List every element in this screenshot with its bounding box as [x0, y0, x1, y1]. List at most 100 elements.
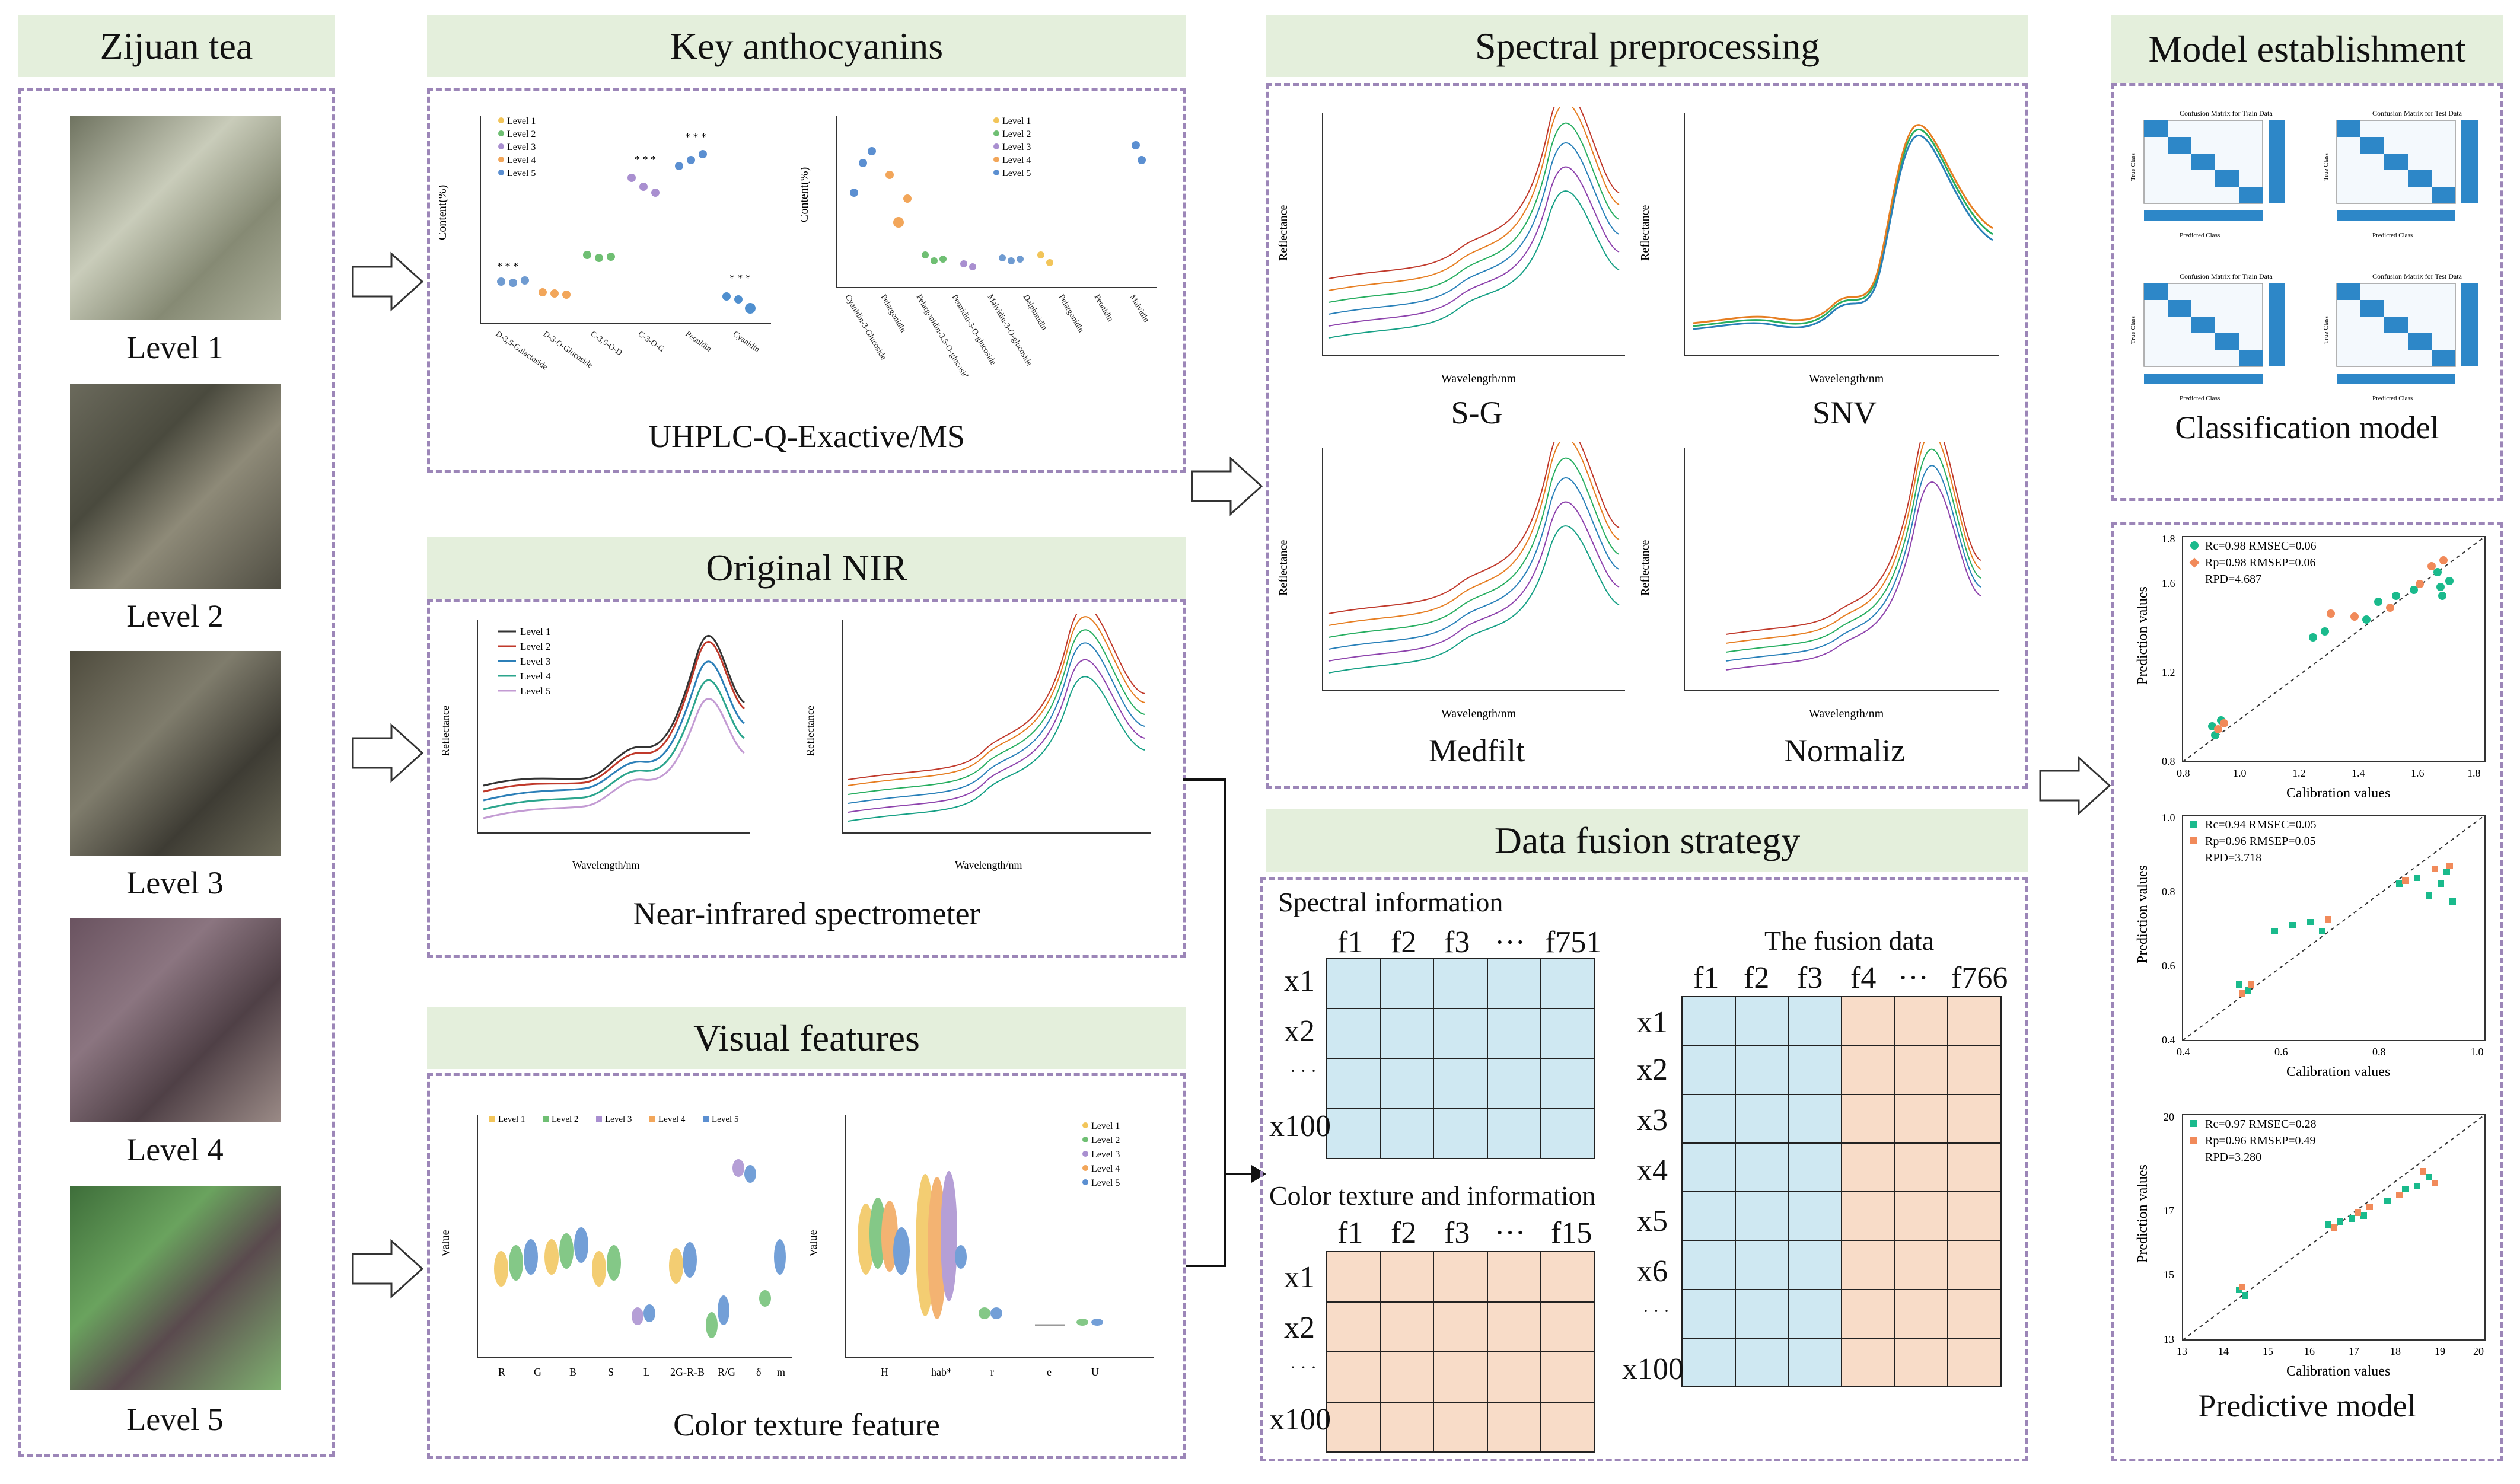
cat-r7: Peonidin: [1092, 293, 1115, 324]
fusion-col-ellipsis: ···: [1898, 961, 1929, 995]
fusion-row-x4: x4: [1637, 1154, 1668, 1188]
preproc-medfilt-chart: Reflectance Wavelength/nm: [1277, 442, 1625, 720]
sig-4: * * *: [729, 272, 751, 284]
color-info-label: Color texture and information: [1269, 1180, 1596, 1211]
zijuan-panel: [18, 88, 335, 1457]
level-3-label: Level 3: [126, 865, 224, 901]
nir-ylabel: Reflectance: [442, 706, 451, 756]
color-col-f2: f2: [1391, 1216, 1417, 1250]
s3-yt4: 17: [2164, 1205, 2174, 1217]
spectral-row-x100: x100: [1269, 1109, 1331, 1143]
connector-to-fusion: [1183, 778, 1266, 1267]
nir-legend: Level 1 Level 2 Level 3 Level 4 Level 5: [498, 626, 551, 697]
s2-xt1: 0.6: [2274, 1046, 2288, 1058]
header-visual: Visual features: [427, 1007, 1186, 1069]
cat-l0: D-3,5-Galactoside: [494, 330, 549, 372]
vcat-l2: B: [569, 1366, 576, 1378]
scatter2-ylabel: Prediction values: [2135, 865, 2151, 963]
header-nir: Original NIR: [427, 537, 1186, 599]
cat-r8: Malvidin: [1128, 293, 1151, 324]
fusion-row-x2: x2: [1637, 1053, 1668, 1087]
s3-yt2: 15: [2164, 1269, 2174, 1281]
s3-xt2: 15: [2263, 1345, 2273, 1357]
anthocyanin-chart-right: Content(%) Cyanidin-3-Glucoside Pelargon…: [801, 116, 1157, 376]
header-fusion: Data fusion strategy: [1266, 809, 2028, 872]
scatter2-rp: Rp=0.96 RMSEP=0.05: [2205, 835, 2315, 848]
svg-text:Confusion Matrix for Test Data: Confusion Matrix for Test Data: [2372, 272, 2462, 280]
header-model: Model establishment: [2111, 15, 2503, 83]
scatter1-xlabel: Calibration values: [2286, 786, 2390, 801]
cat-r1: Pelargonidin: [879, 293, 908, 334]
fusion-data-label: The fusion data: [1764, 925, 1935, 956]
svg-text:Level 4: Level 4: [1091, 1164, 1120, 1174]
normaliz-xlabel: Wavelength/nm: [1809, 707, 1884, 720]
spectral-col-f751: f751: [1545, 925, 1602, 959]
color-row-x100: x100: [1269, 1403, 1331, 1437]
visual-ylabel: Value: [442, 1230, 452, 1257]
color-col-f15: f15: [1551, 1216, 1592, 1250]
snv-ylabel: Reflectance: [1639, 205, 1652, 261]
preproc-label-medfilt: Medfilt: [1429, 733, 1525, 768]
s1-xt2: 1.0: [2233, 767, 2247, 779]
caption-color-texture: Color texture feature: [673, 1407, 940, 1442]
svg-text:Level 4: Level 4: [520, 671, 551, 682]
svg-text:Predicted Class: Predicted Class: [2180, 395, 2220, 402]
svg-text:Confusion Matrix for Train Dat: Confusion Matrix for Train Data: [2180, 272, 2273, 280]
svg-text:Level 2: Level 2: [520, 641, 550, 652]
fusion-panel: [1260, 877, 2028, 1461]
svg-text:True Class: True Class: [2323, 316, 2330, 344]
spectral-row-x1: x1: [1284, 964, 1315, 998]
scatter2-rpd: RPD=3.718: [2205, 851, 2261, 864]
scatter3-rp: Rp=0.96 RMSEP=0.49: [2205, 1134, 2315, 1147]
spectral-matrix: [1326, 958, 1595, 1159]
svg-text:Level 3: Level 3: [520, 656, 550, 667]
header-spectral: Spectral preprocessing: [1266, 15, 2028, 77]
header-anthocyanins: Key anthocyanins: [427, 15, 1186, 77]
cm-train-1: Confusion Matrix for Train Data Predicte…: [2130, 109, 2285, 239]
cm-train-2: Confusion Matrix for Train Data Predicte…: [2130, 272, 2285, 402]
svg-text:Predicted Class: Predicted Class: [2180, 232, 2220, 239]
anthocyanin-legend-left: Level 1 Level 2 Level 3 Level 4 Level 5: [498, 116, 536, 178]
arrow-to-nir: [352, 723, 424, 783]
color-col-headers: f1 f2 f3 ··· f15: [1323, 1215, 1595, 1251]
spectral-info-label: Spectral information: [1278, 887, 1503, 917]
fusion-col-headers: f1 f2 f3 f4 ··· f766: [1678, 960, 2011, 996]
header-zijuan: Zijuan tea: [18, 15, 335, 77]
scatter3-xlabel: Calibration values: [2286, 1364, 2390, 1379]
sig-3: * * *: [685, 131, 706, 143]
anthocyanins-panel: [427, 88, 1186, 473]
preproc-sg-chart: Reflectance Wavelength/nm: [1277, 107, 1625, 385]
preproc-label-normaliz: Normaliz: [1784, 733, 1905, 768]
vcat-r1: hab*: [931, 1366, 952, 1378]
fusion-row-x5: x5: [1637, 1204, 1668, 1238]
svg-text:Confusion Matrix for Train Dat: Confusion Matrix for Train Data: [2180, 109, 2273, 117]
spectral-col-ellipsis: ···: [1495, 925, 1525, 959]
svg-text:Predicted Class: Predicted Class: [2372, 232, 2413, 239]
leaf-image-level-3: [70, 651, 281, 856]
s3-xt4: 17: [2349, 1345, 2359, 1357]
s3-yt0: 13: [2164, 1333, 2174, 1345]
svg-text:Level 1: Level 1: [1091, 1121, 1120, 1131]
s3-xt3: 16: [2304, 1345, 2315, 1357]
leaf-image-level-2: [70, 384, 281, 589]
fusion-col-f2: f2: [1744, 961, 1770, 995]
spectral-col-headers: f1 f2 f3 ··· f751: [1323, 925, 1601, 960]
scatter-chart-2: Prediction values Calibration values Rc=…: [2135, 812, 2486, 1080]
anthocyanin-chart-left: Content(%) * * * * * * * * * * * * D-3,5…: [439, 116, 771, 372]
leaf-image-level-4: [70, 918, 281, 1122]
arrow-to-model: [2039, 755, 2111, 816]
s1-xt10: 1.8: [2467, 767, 2481, 779]
svg-text:Level 3: Level 3: [507, 142, 536, 152]
s1-xt8: 1.6: [2411, 767, 2425, 779]
s3-xt1: 14: [2218, 1345, 2229, 1357]
visual-panel: [427, 1073, 1186, 1459]
level-2-label: Level 2: [126, 598, 224, 634]
svg-text:Level 1: Level 1: [498, 1115, 525, 1124]
s1-xt4: 1.2: [2292, 767, 2306, 779]
s2-xt2: 0.8: [2372, 1046, 2386, 1058]
s2-yt6: 1.0: [2162, 812, 2175, 824]
vcat-r2: r: [990, 1366, 994, 1378]
fusion-col-f766: f766: [1951, 961, 2008, 995]
svg-text:Predicted Class: Predicted Class: [2372, 395, 2413, 402]
scatter-chart-1: Prediction values Calibration values Rc=…: [2135, 533, 2486, 801]
